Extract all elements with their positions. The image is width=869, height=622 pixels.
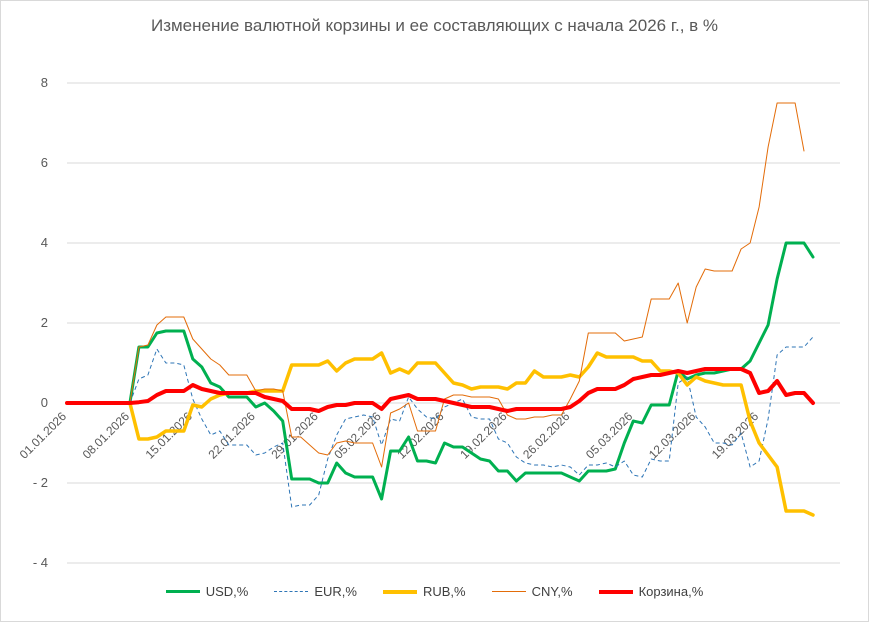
legend-label: EUR,%	[314, 584, 357, 599]
legend-item: Корзина,%	[598, 584, 704, 599]
x-tick-label: 29.01.2026	[268, 409, 321, 462]
x-tick-label: 19.03.2026	[709, 409, 762, 462]
chart-title: Изменение валютной корзины и ее составля…	[150, 16, 719, 35]
x-tick-label: 19.02.2026	[457, 409, 510, 462]
legend-swatch	[491, 591, 526, 592]
y-tick-label: 8	[41, 75, 48, 90]
x-tick-label: 05.02.2026	[331, 409, 384, 462]
series-line-4	[65, 367, 815, 413]
series-line-3	[66, 102, 805, 468]
y-tick-label: - 2	[33, 475, 48, 490]
legend-item: EUR,%	[274, 584, 357, 599]
legend-swatch	[598, 589, 633, 594]
x-tick-label: 01.01.2026	[17, 409, 70, 462]
legend-label: Корзина,%	[638, 584, 704, 599]
series-lines	[65, 102, 815, 517]
legend-swatch	[165, 590, 200, 593]
x-tick-label: 22.01.2026	[206, 409, 259, 462]
y-tick-label: 2	[41, 315, 48, 330]
legend-item: CNY,%	[491, 584, 573, 599]
legend-label: RUB,%	[422, 584, 466, 599]
x-tick-label: 08.01.2026	[80, 409, 133, 462]
y-axis: - 4 - 2 0 2 4 6 8	[33, 75, 48, 570]
legend-label: CNY,%	[531, 584, 573, 599]
gridlines	[67, 82, 840, 564]
legend-label: USD,%	[205, 584, 249, 599]
legend-swatch	[382, 589, 417, 594]
series-line-0	[65, 241, 815, 501]
legend-item: USD,%	[165, 584, 249, 599]
legend-item: RUB,%	[382, 584, 466, 599]
y-tick-label: - 4	[33, 555, 48, 570]
series-line-2	[65, 351, 815, 517]
legend-swatch	[274, 591, 309, 592]
legend: USD,% EUR,% RUB,% CNY,% Корзина,%	[0, 584, 869, 599]
x-tick-label: 26.02.2026	[520, 409, 573, 462]
y-tick-label: 0	[41, 395, 48, 410]
y-tick-label: 6	[41, 155, 48, 170]
y-tick-label: 4	[41, 235, 48, 250]
